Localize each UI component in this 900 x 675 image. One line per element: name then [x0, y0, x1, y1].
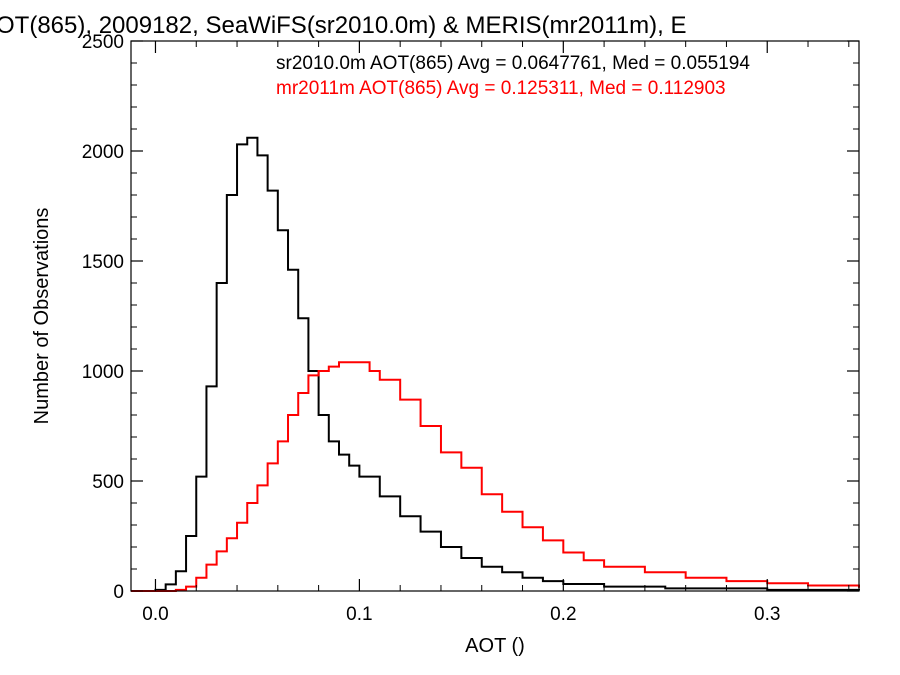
y-tick-label: 0 — [113, 582, 124, 603]
y-tick-label: 500 — [92, 472, 124, 493]
series-line-2 — [131, 361, 860, 592]
x-tick-label: 0.2 — [550, 604, 576, 625]
legend-entry-1: sr2010.0m AOT(865) Avg = 0.0647761, Med … — [276, 53, 750, 74]
x-axis-label: AOT () — [465, 635, 525, 657]
y-axis-label: Number of Observations — [31, 208, 53, 425]
series-layer — [131, 136, 860, 592]
x-tick-label: 0.3 — [754, 604, 780, 625]
y-tick-label: 1500 — [82, 252, 124, 273]
y-tick-label: 2500 — [82, 32, 124, 53]
legend: sr2010.0m AOT(865) Avg = 0.0647761, Med … — [276, 53, 750, 99]
y-tick-label: 1000 — [82, 362, 124, 383]
chart-title: OT(865), 2009182, SeaWiFS(sr2010.0m) & M… — [0, 12, 686, 39]
ticks-layer: 0.0 0.1 0.2 0.3 0 500 1000 1500 2000 2500 — [82, 32, 859, 625]
plot-frame — [130, 40, 860, 592]
y-tick-label: 2000 — [82, 142, 124, 163]
x-tick-label: 0.1 — [346, 604, 372, 625]
legend-entry-2: mr2011m AOT(865) Avg = 0.125311, Med = 0… — [276, 78, 726, 99]
x-tick-label: 0.0 — [142, 604, 168, 625]
series-line-1 — [131, 136, 860, 592]
